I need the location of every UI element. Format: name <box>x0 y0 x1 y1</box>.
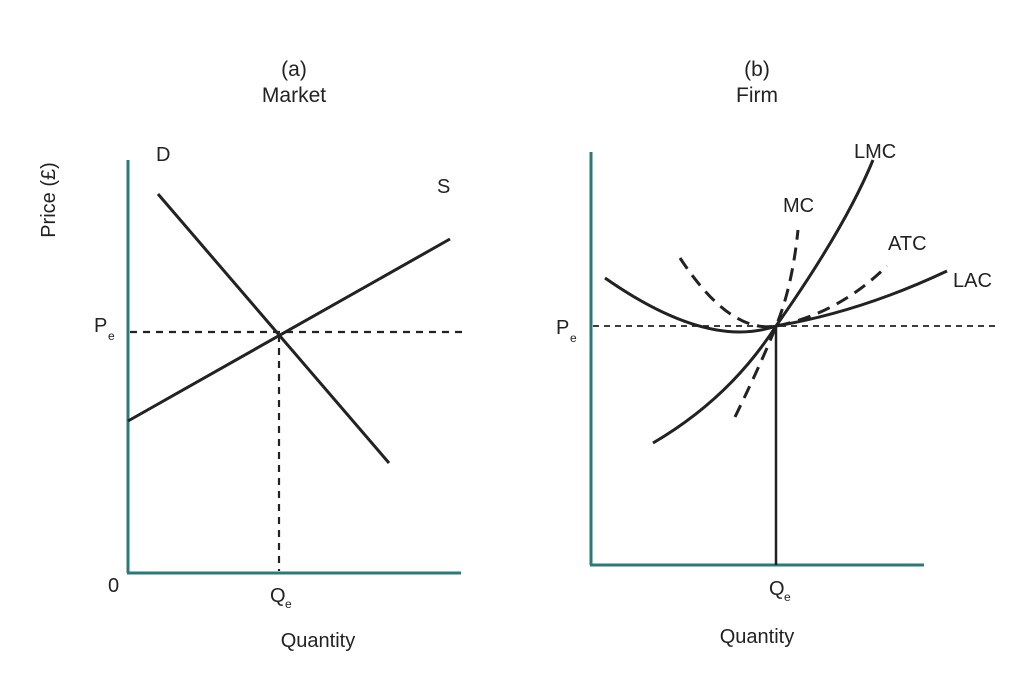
panel-a-quantity-label: Q e <box>270 585 292 611</box>
panel-b-x-axis-label: Quantity <box>720 626 794 648</box>
price-label-sub: e <box>108 329 115 343</box>
mc-label: MC <box>783 195 814 217</box>
panel-a-letter: (a) <box>281 58 307 81</box>
price-label-sub: e <box>570 331 577 345</box>
panel-a-title: Market <box>262 84 326 107</box>
panel-a-x-axis-label: Quantity <box>281 630 355 652</box>
quantity-label-sub: e <box>784 590 791 604</box>
panel-a-price-label: P e <box>94 315 115 343</box>
quantity-label-sub: e <box>285 597 292 611</box>
price-label-main: P <box>556 317 569 339</box>
supply-label: S <box>437 176 450 198</box>
panel-market: (a) Market Price (£) D S 0 P e Q e Quant… <box>38 58 462 652</box>
panel-b-title: Firm <box>736 84 778 107</box>
quantity-label-main: Q <box>270 585 286 607</box>
lac-label: LAC <box>953 270 992 292</box>
panel-b-letter: (b) <box>744 58 770 81</box>
origin-label: 0 <box>108 575 119 597</box>
y-axis-label: Price (£) <box>38 162 60 238</box>
atc-curve <box>678 257 889 329</box>
lmc-curve <box>652 159 875 445</box>
panel-firm: (b) Firm LMC MC ATC LAC P e Q e Quantity <box>556 58 1000 648</box>
demand-label: D <box>156 144 170 166</box>
quantity-label-main: Q <box>769 578 785 600</box>
atc-label: ATC <box>888 233 927 255</box>
panel-b-price-label: P e <box>556 317 577 345</box>
lmc-label: LMC <box>854 141 896 163</box>
demand-curve <box>156 193 391 464</box>
price-label-main: P <box>94 315 107 337</box>
supply-curve <box>127 237 451 423</box>
lac-curve <box>604 269 948 334</box>
panel-b-quantity-label: Q e <box>769 578 791 604</box>
